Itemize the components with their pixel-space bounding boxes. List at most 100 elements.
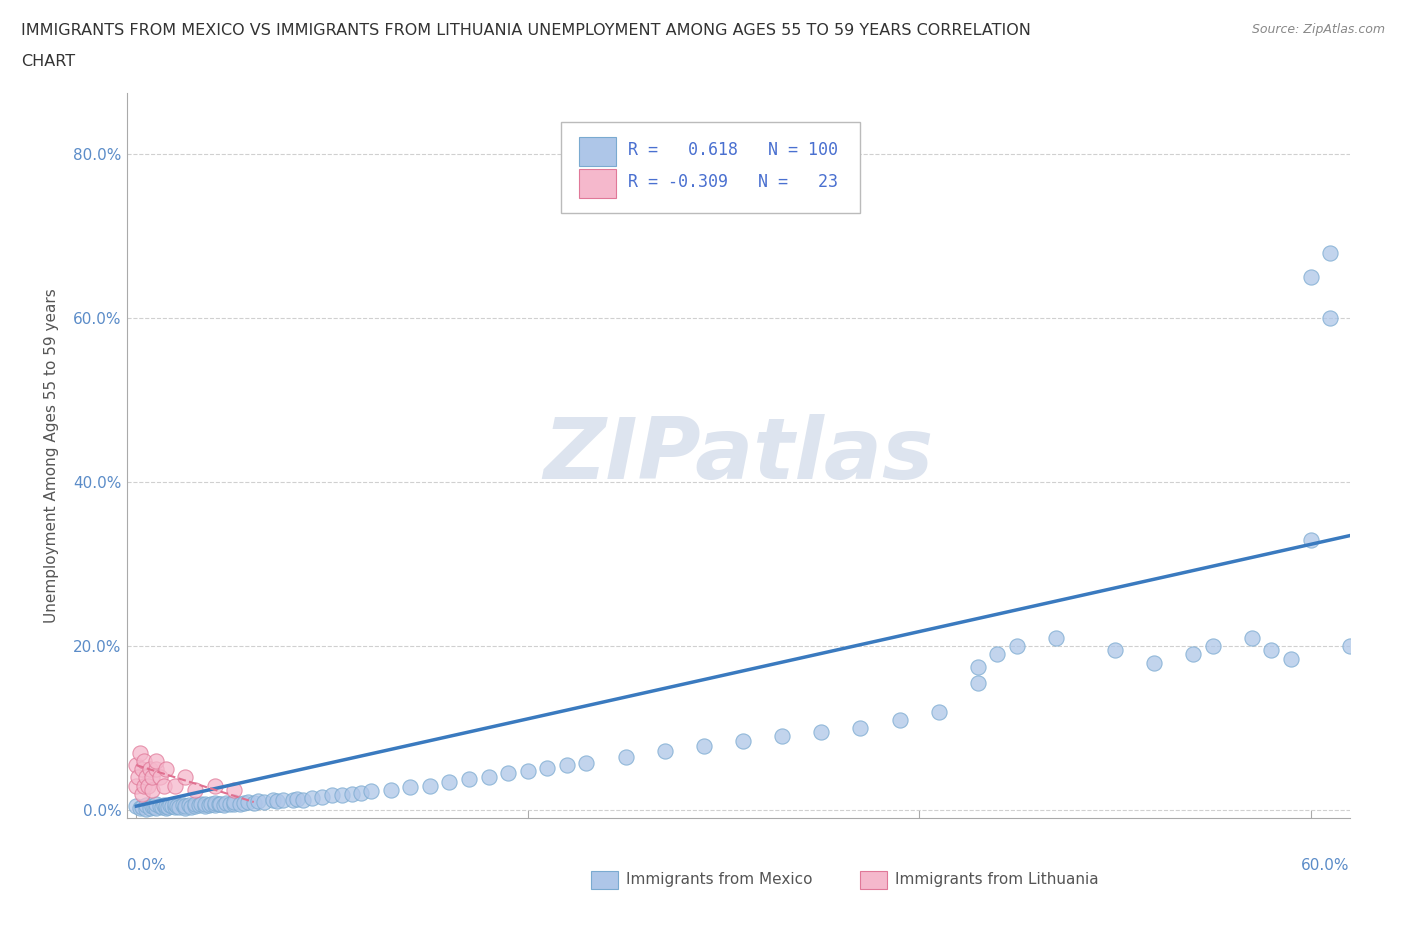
- Point: [252, 794, 274, 809]
- Point: [152, 798, 174, 813]
- Point: [246, 793, 269, 808]
- Point: [1143, 656, 1166, 671]
- Point: [1104, 643, 1126, 658]
- Point: [142, 800, 165, 815]
- Point: [152, 778, 174, 793]
- Point: [1182, 647, 1205, 662]
- Point: [184, 782, 207, 797]
- Point: [204, 798, 226, 813]
- Point: [233, 795, 256, 810]
- Point: [1045, 631, 1067, 645]
- Point: [889, 712, 911, 727]
- Point: [399, 780, 422, 795]
- Point: [145, 762, 167, 777]
- Point: [149, 770, 172, 785]
- Point: [209, 796, 232, 811]
- Point: [149, 799, 172, 814]
- Point: [575, 755, 598, 770]
- Y-axis label: Unemployment Among Ages 55 to 59 years: Unemployment Among Ages 55 to 59 years: [45, 288, 59, 623]
- Point: [129, 745, 152, 760]
- Point: [301, 790, 323, 805]
- Point: [311, 790, 333, 804]
- Point: [266, 793, 288, 808]
- Text: R = -0.309   N =   23: R = -0.309 N = 23: [628, 173, 838, 192]
- Point: [200, 797, 222, 812]
- Point: [516, 764, 538, 778]
- Point: [165, 778, 187, 793]
- Text: CHART: CHART: [21, 54, 75, 69]
- Point: [928, 704, 950, 719]
- Point: [1260, 643, 1282, 658]
- Point: [197, 798, 219, 813]
- Point: [155, 799, 177, 814]
- Point: [141, 770, 163, 785]
- Text: IMMIGRANTS FROM MEXICO VS IMMIGRANTS FROM LITHUANIA UNEMPLOYMENT AMONG AGES 55 T: IMMIGRANTS FROM MEXICO VS IMMIGRANTS FRO…: [21, 23, 1031, 38]
- Point: [141, 799, 163, 814]
- FancyBboxPatch shape: [561, 122, 860, 213]
- Point: [1319, 246, 1341, 260]
- Point: [204, 795, 226, 810]
- Point: [350, 786, 373, 801]
- Point: [125, 778, 148, 793]
- Point: [184, 799, 207, 814]
- Point: [242, 795, 264, 810]
- Point: [224, 794, 246, 809]
- Point: [194, 796, 217, 811]
- Point: [731, 733, 754, 748]
- Point: [165, 800, 187, 815]
- Text: ZIPatlas: ZIPatlas: [543, 414, 934, 498]
- Point: [1319, 311, 1341, 325]
- Point: [160, 799, 183, 814]
- Point: [849, 721, 872, 736]
- Text: Source: ZipAtlas.com: Source: ZipAtlas.com: [1251, 23, 1385, 36]
- Point: [229, 796, 252, 811]
- Point: [207, 797, 229, 812]
- Point: [145, 797, 167, 812]
- Point: [215, 795, 238, 810]
- Point: [134, 753, 156, 768]
- Point: [536, 760, 558, 775]
- Point: [330, 787, 353, 802]
- Point: [174, 770, 197, 785]
- Point: [184, 796, 207, 811]
- Point: [1279, 651, 1302, 666]
- Point: [139, 801, 162, 816]
- FancyBboxPatch shape: [860, 870, 887, 889]
- Point: [135, 770, 157, 785]
- Point: [145, 801, 167, 816]
- Point: [321, 788, 343, 803]
- Point: [155, 801, 177, 816]
- Point: [214, 798, 236, 813]
- Point: [135, 801, 157, 816]
- Point: [439, 774, 461, 789]
- FancyBboxPatch shape: [579, 169, 616, 198]
- Point: [127, 770, 149, 785]
- Point: [285, 791, 308, 806]
- Point: [166, 799, 188, 814]
- Point: [172, 798, 194, 813]
- Point: [419, 778, 441, 793]
- Point: [155, 762, 177, 777]
- Point: [262, 793, 284, 808]
- Point: [236, 794, 259, 809]
- Point: [967, 659, 990, 674]
- Text: R =   0.618   N = 100: R = 0.618 N = 100: [628, 140, 838, 159]
- Point: [131, 787, 153, 802]
- Point: [380, 782, 402, 797]
- FancyBboxPatch shape: [579, 137, 616, 166]
- Point: [224, 782, 246, 797]
- Point: [458, 772, 481, 787]
- Point: [188, 798, 211, 813]
- Point: [219, 796, 242, 811]
- Point: [156, 800, 179, 815]
- Text: 0.0%: 0.0%: [127, 858, 166, 873]
- Point: [131, 800, 153, 815]
- Point: [165, 797, 187, 812]
- Point: [360, 784, 382, 799]
- Point: [1299, 270, 1322, 285]
- Point: [129, 801, 152, 816]
- Point: [281, 793, 304, 808]
- Point: [159, 798, 181, 813]
- Point: [555, 758, 578, 773]
- Point: [271, 792, 294, 807]
